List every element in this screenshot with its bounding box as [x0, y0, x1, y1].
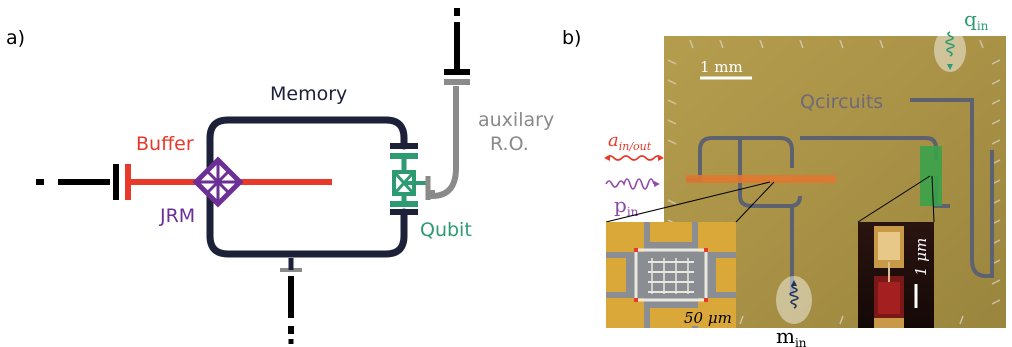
inset-right-scale-label: 1 μm	[912, 238, 930, 276]
qubit-element	[390, 153, 426, 207]
panel-a: a) Memory Qubit auxilary R.O.	[6, 8, 554, 344]
inset-jrm	[606, 222, 736, 328]
q-in-halo	[934, 28, 966, 72]
aux-readout-line	[429, 86, 459, 200]
scale-main-label: 1 mm	[700, 58, 743, 76]
chip-buffer	[686, 175, 836, 183]
chip-qubit	[920, 146, 942, 206]
buffer-label: Buffer	[136, 133, 194, 155]
svg-text:min: min	[776, 324, 807, 347]
panel-a-label: a)	[6, 27, 25, 49]
chip-traces	[686, 98, 994, 296]
jrm-icon	[192, 156, 244, 208]
m-in-wave	[789, 283, 799, 309]
zoom-line-left-1	[605, 181, 771, 223]
zoom-line-left-2	[735, 181, 775, 223]
q-in-wave	[945, 31, 955, 57]
m-in-sub: in	[795, 336, 807, 347]
a-inout-sub: in/out	[619, 140, 652, 153]
inset-left-scale-label: 50 μm	[684, 309, 732, 327]
aux-label-line1: auxilary	[478, 109, 554, 131]
svg-text:ain/out: ain/out	[608, 130, 652, 153]
inset-junction	[858, 222, 934, 328]
p-in-wave	[605, 178, 655, 190]
a-inout-wave	[605, 155, 663, 161]
aux-label-line2: R.O.	[490, 133, 529, 155]
qubit-label: Qubit	[420, 219, 472, 241]
m-in-main: m	[776, 324, 795, 347]
svg-text:qin: qin	[964, 7, 989, 33]
panel-b: b) 1 mm Qcircuits ain/out	[562, 7, 1006, 347]
p-in-sub: in	[627, 205, 639, 219]
panel-b-label: b)	[562, 27, 581, 49]
jrm-label: JRM	[159, 205, 195, 227]
memory-cavity-loop	[206, 116, 408, 258]
q-in-main: q	[964, 7, 977, 31]
q-in-sub: in	[977, 19, 989, 33]
zoom-line-right-2	[931, 175, 935, 223]
zoom-line-right-1	[857, 175, 931, 223]
memory-label: Memory	[270, 83, 347, 105]
p-in-main: p	[614, 193, 627, 217]
chip-text: Qcircuits	[800, 91, 883, 113]
a-inout-main: a	[608, 130, 619, 151]
svg-text:pin: pin	[614, 193, 639, 219]
